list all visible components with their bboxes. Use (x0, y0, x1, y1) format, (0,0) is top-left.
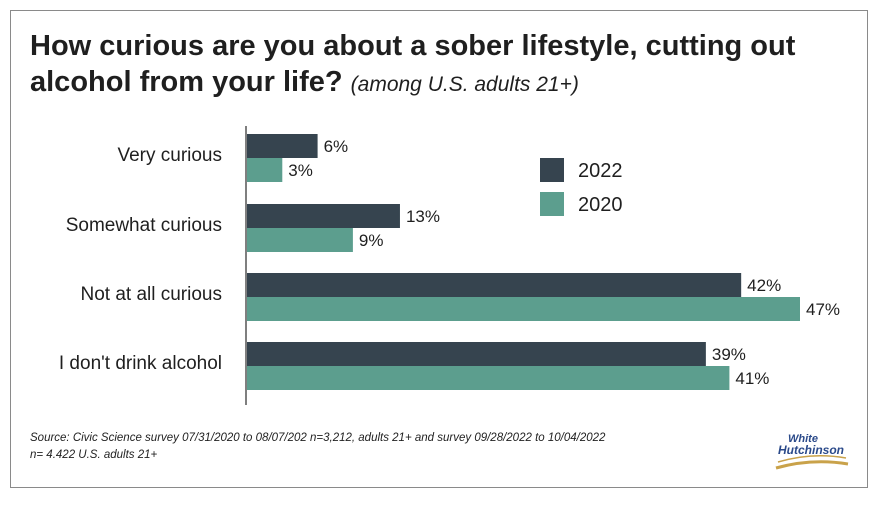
logo-line-1: White (788, 433, 818, 445)
title-text: How curious are you about a sober lifest… (30, 30, 796, 98)
bar-2022-0 (247, 134, 318, 158)
data-label: 9% (359, 231, 384, 250)
legend-swatch-2020 (540, 192, 564, 216)
bar-2022-1 (247, 204, 400, 228)
chart-title: How curious are you about a sober lifest… (30, 28, 830, 103)
source-note: Source: Civic Science survey 07/31/2020 … (30, 430, 750, 464)
bar-2020-2 (247, 297, 800, 321)
source-line-1: Source: Civic Science survey 07/31/2020 … (30, 432, 606, 444)
chart-subtitle: (among U.S. adults 21+) (350, 73, 579, 96)
bar-2020-1 (247, 228, 353, 252)
category-label: Not at all curious (80, 284, 222, 305)
data-label: 6% (324, 137, 349, 156)
white-hutchinson-logo: White Hutchinson (775, 433, 849, 470)
legend-swatch-2022 (540, 158, 564, 182)
data-label: 39% (712, 345, 746, 364)
category-label: Somewhat curious (66, 215, 222, 236)
data-label: 42% (747, 276, 781, 295)
data-label: 41% (735, 369, 769, 388)
legend-label-2020: 2020 (578, 194, 623, 216)
category-label: I don't drink alcohol (59, 353, 222, 374)
data-label: 47% (806, 300, 840, 319)
legend-label-2022: 2022 (578, 160, 623, 182)
logo-line-2: Hutchinson (778, 443, 844, 457)
category-label: Very curious (117, 145, 222, 166)
data-label: 3% (288, 161, 313, 180)
bar-2020-0 (247, 158, 283, 182)
bar-2020-3 (247, 366, 730, 390)
data-label: 13% (406, 207, 440, 226)
chart-frame (10, 10, 868, 488)
bar-2022-2 (247, 273, 742, 297)
source-line-2: n= 4.422 U.S. adults 21+ (30, 449, 158, 461)
bar-2022-3 (247, 342, 706, 366)
